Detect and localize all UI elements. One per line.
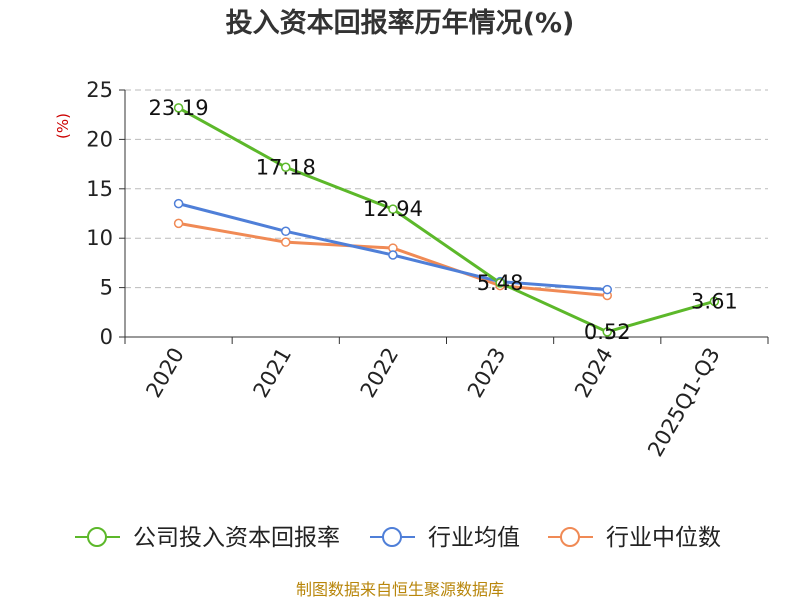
x-tick-label-2020: 2020 xyxy=(141,344,189,402)
legend-marker-2 xyxy=(560,527,580,547)
data-point-s0-2022 xyxy=(388,204,398,214)
data-point-s0-2020 xyxy=(173,103,184,113)
chart-title: 投入资本回报率历年情况(%) xyxy=(226,7,575,39)
data-labels: 23.19 17.18 12.94 5.48 0.52 3.61 xyxy=(149,96,738,344)
data-label-2020: 23.19 xyxy=(149,96,209,120)
grid-lines xyxy=(125,89,768,289)
y-axis-label: (%) xyxy=(54,113,72,139)
data-point-s0-2024 xyxy=(602,327,612,337)
y-tick-label-10: 10 xyxy=(86,226,113,250)
legend-marker-1 xyxy=(382,527,402,547)
series-points xyxy=(173,103,720,337)
y-tick-label-20: 20 xyxy=(86,127,113,151)
y-tick-label-0: 0 xyxy=(100,325,113,349)
data-point-s2-2021 xyxy=(281,237,291,247)
x-tick-label-2025Q1-Q3: 2025Q1-Q3 xyxy=(643,344,725,461)
data-label-2021: 17.18 xyxy=(256,155,316,179)
data-point-s0-2025Q1-Q3 xyxy=(709,296,720,307)
axes: 0 5 10 15 20 25 2020 2021 2022 2023 2024 2025Q1-Q3 xyxy=(86,78,769,461)
data-label-2023: 5.48 xyxy=(477,271,524,295)
data-label-2024: 0.52 xyxy=(584,320,631,344)
data-point-s1-2024 xyxy=(602,284,612,295)
legend-marker-0 xyxy=(87,527,107,547)
legend-label-1: 行业均值 xyxy=(428,525,520,551)
y-tick-label-25: 25 xyxy=(86,78,113,102)
legend: 公司投入资本回报率 行业均值 行业中位数 xyxy=(75,525,721,551)
series-line-0 xyxy=(177,106,715,334)
x-tick-label-2023: 2023 xyxy=(463,344,511,402)
data-point-s1-2020 xyxy=(173,198,184,209)
data-point-s1-2022 xyxy=(388,250,398,260)
data-label-2025Q1-Q3: 3.61 xyxy=(691,289,738,313)
y-tick-label-5: 5 xyxy=(100,276,113,300)
y-tick-label-15: 15 xyxy=(86,177,113,201)
data-label-2022: 12.94 xyxy=(363,197,423,221)
x-tick-label-2024: 2024 xyxy=(570,344,618,402)
source-note: 制图数据来自恒生聚源数据库 xyxy=(296,580,504,599)
series-lines xyxy=(177,106,715,334)
data-point-s1-2021 xyxy=(281,226,291,237)
data-point-s0-2023 xyxy=(495,278,505,288)
x-tick-label-2021: 2021 xyxy=(249,344,297,402)
data-point-s0-2021 xyxy=(281,162,291,173)
legend-label-0: 公司投入资本回报率 xyxy=(133,525,340,551)
data-point-s2-2020 xyxy=(173,218,184,229)
legend-label-2: 行业中位数 xyxy=(606,525,721,551)
x-tick-label-2022: 2022 xyxy=(356,344,404,402)
